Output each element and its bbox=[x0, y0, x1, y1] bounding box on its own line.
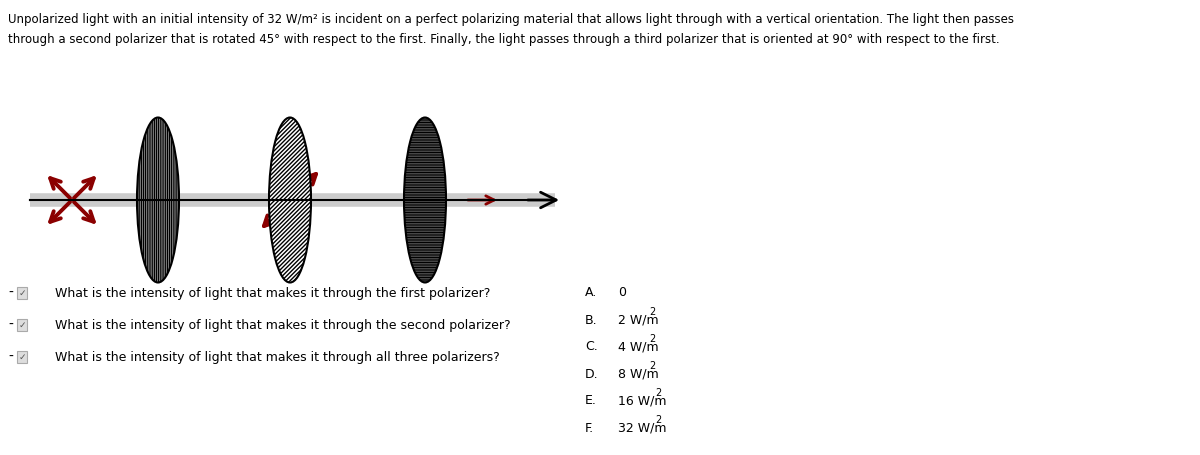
Text: A.: A. bbox=[586, 287, 598, 299]
Text: -: - bbox=[8, 318, 13, 332]
Text: 2: 2 bbox=[649, 334, 655, 344]
Text: 0: 0 bbox=[618, 287, 626, 299]
Text: What is the intensity of light that makes it through all three polarizers?: What is the intensity of light that make… bbox=[55, 350, 499, 364]
Text: -: - bbox=[8, 350, 13, 364]
Text: What is the intensity of light that makes it through the second polarizer?: What is the intensity of light that make… bbox=[55, 318, 511, 332]
Text: E.: E. bbox=[586, 394, 596, 408]
Text: B.: B. bbox=[586, 313, 598, 327]
Ellipse shape bbox=[404, 117, 446, 283]
Text: ✓: ✓ bbox=[18, 353, 25, 362]
Text: 16 W/m: 16 W/m bbox=[618, 394, 666, 408]
Text: through a second polarizer that is rotated 45° with respect to the first. Finall: through a second polarizer that is rotat… bbox=[8, 33, 1000, 46]
Text: 32 W/m: 32 W/m bbox=[618, 421, 666, 435]
Text: 2: 2 bbox=[655, 415, 661, 425]
Ellipse shape bbox=[269, 117, 311, 283]
Text: ✓: ✓ bbox=[18, 320, 25, 329]
Text: 2: 2 bbox=[649, 307, 655, 317]
Text: ✓: ✓ bbox=[18, 288, 25, 298]
Text: F.: F. bbox=[586, 421, 594, 435]
Text: 2 W/m: 2 W/m bbox=[618, 313, 659, 327]
Text: D.: D. bbox=[586, 368, 599, 380]
Text: 2: 2 bbox=[655, 388, 661, 398]
Text: What is the intensity of light that makes it through the first polarizer?: What is the intensity of light that make… bbox=[55, 287, 491, 299]
Text: 4 W/m: 4 W/m bbox=[618, 340, 659, 354]
Text: 2: 2 bbox=[649, 361, 655, 371]
Text: 8 W/m: 8 W/m bbox=[618, 368, 659, 380]
Text: Unpolarized light with an initial intensity of 32 W/m² is incident on a perfect : Unpolarized light with an initial intens… bbox=[8, 13, 1014, 26]
Text: -: - bbox=[8, 286, 13, 300]
Text: C.: C. bbox=[586, 340, 598, 354]
Ellipse shape bbox=[137, 117, 179, 283]
